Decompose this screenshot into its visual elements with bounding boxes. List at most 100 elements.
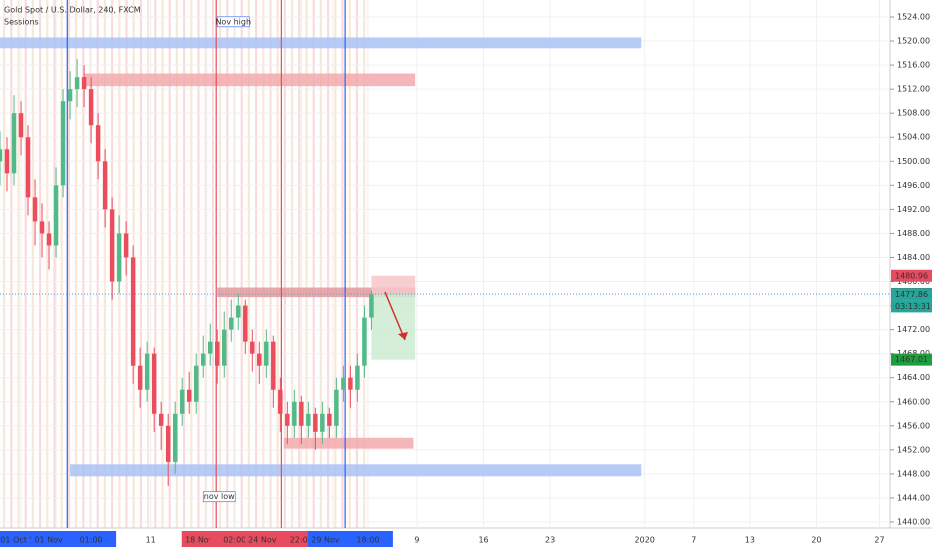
candle-body (313, 413, 318, 432)
x-tick-label: 7 (691, 536, 696, 545)
y-tick-label: 1460.00 (897, 397, 930, 406)
candle-body (179, 389, 185, 414)
candle-body (278, 389, 283, 414)
candle-body (250, 341, 255, 354)
annotation: nov low (204, 492, 235, 501)
price-label: 1477.86 (895, 290, 928, 299)
candle-body (186, 389, 192, 402)
candle-body (88, 89, 94, 126)
x-tick-label: 01 Oct '19 (0, 536, 41, 545)
price-label: 1467.01 (895, 355, 928, 364)
candle-body (18, 113, 24, 138)
session-stripe (255, 0, 258, 528)
session-stripe (60, 0, 63, 528)
candle-body (102, 161, 108, 210)
candle-body (144, 353, 150, 390)
session-stripe (75, 0, 78, 528)
session-stripe (31, 0, 34, 528)
annotation-box (216, 16, 250, 28)
candle-body (130, 257, 136, 366)
candle-body (334, 389, 339, 426)
arrow (384, 291, 406, 341)
candle-body (46, 233, 52, 246)
y-tick-label: 1464.00 (897, 373, 930, 382)
price-label: 1480.96 (895, 271, 928, 280)
candle-body (264, 341, 269, 366)
session-stripe (103, 0, 106, 528)
x-tick-label: 02:00 (223, 536, 246, 545)
y-tick-label: 1488.00 (897, 229, 930, 238)
y-tick-label: 1516.00 (897, 61, 930, 70)
x-tick-label: 24 Nov '19 (248, 536, 291, 545)
candle-body (11, 113, 17, 174)
session-stripe (211, 0, 214, 528)
session-stripe (219, 0, 222, 528)
session-stripe (327, 0, 330, 528)
x-tick-label: 01 Nov '19 (34, 536, 77, 545)
x-tick-label: 13 (745, 536, 755, 545)
x-tick-label: 18 Nov '19 (185, 536, 228, 545)
y-tick-label: 1444.00 (897, 493, 930, 502)
candle-body (67, 89, 73, 102)
zone (217, 287, 416, 298)
x-tick-label: 18:00 (356, 536, 379, 545)
x-tick-label: 22:00 (290, 536, 313, 545)
zone (70, 464, 642, 477)
y-tick-label: 1508.00 (897, 109, 930, 118)
candle-body (236, 305, 241, 318)
countdown: 03:13:31 (895, 302, 931, 311)
candle-body (229, 317, 234, 330)
session-stripe (226, 0, 229, 528)
x-tick-highlight (66, 531, 117, 547)
session-stripe (161, 0, 164, 528)
y-tick-label: 1496.00 (897, 181, 930, 190)
candle-body (243, 305, 248, 342)
chart-subtitle: Sessions (4, 18, 39, 27)
candle-body (74, 77, 80, 90)
candle-body (369, 294, 374, 318)
zone (371, 275, 416, 295)
y-tick-label: 1520.00 (897, 37, 930, 46)
session-stripe (240, 0, 243, 528)
candle-body (214, 341, 220, 366)
y-tick-label: 1472.00 (897, 325, 930, 334)
session-stripe (82, 0, 85, 528)
x-tick-label: 16 (478, 536, 488, 545)
y-tick-label: 1512.00 (897, 85, 930, 94)
candle-body (4, 149, 10, 174)
candle-body (299, 401, 304, 426)
candle-body (200, 353, 206, 366)
y-tick-label: 1492.00 (897, 205, 930, 214)
zone (84, 73, 416, 87)
session-stripe (197, 0, 200, 528)
session-stripe (247, 0, 250, 528)
candle-body (39, 221, 45, 234)
candle-body (116, 233, 122, 282)
x-tick-label: 01:00 (80, 536, 103, 545)
price-label-bg (891, 353, 932, 366)
x-tick-highlight (342, 531, 393, 547)
candle-body (95, 125, 101, 162)
price-label-bg (891, 288, 932, 301)
arrow-head (398, 332, 408, 340)
session-stripe (67, 0, 70, 528)
annotation: Nov high (215, 17, 251, 26)
session-stripe (96, 0, 99, 528)
candle-body (292, 401, 297, 426)
session-stripe (298, 0, 301, 528)
candle-body (285, 413, 290, 426)
candle-body (53, 185, 59, 246)
y-tick-label: 1500.00 (897, 157, 930, 166)
candle-body (222, 329, 227, 366)
x-tick-label: 2020 (635, 536, 655, 545)
zone (371, 294, 416, 360)
candle-body (165, 425, 171, 462)
candle-body (207, 341, 213, 354)
session-stripe (355, 0, 358, 528)
candle-body (320, 413, 325, 432)
x-tick-label: 29 Nov '19 (311, 536, 354, 545)
candle-body (306, 413, 311, 426)
y-tick-label: 1524.00 (897, 13, 930, 22)
candle-body (257, 353, 262, 366)
candle-body (123, 233, 129, 258)
